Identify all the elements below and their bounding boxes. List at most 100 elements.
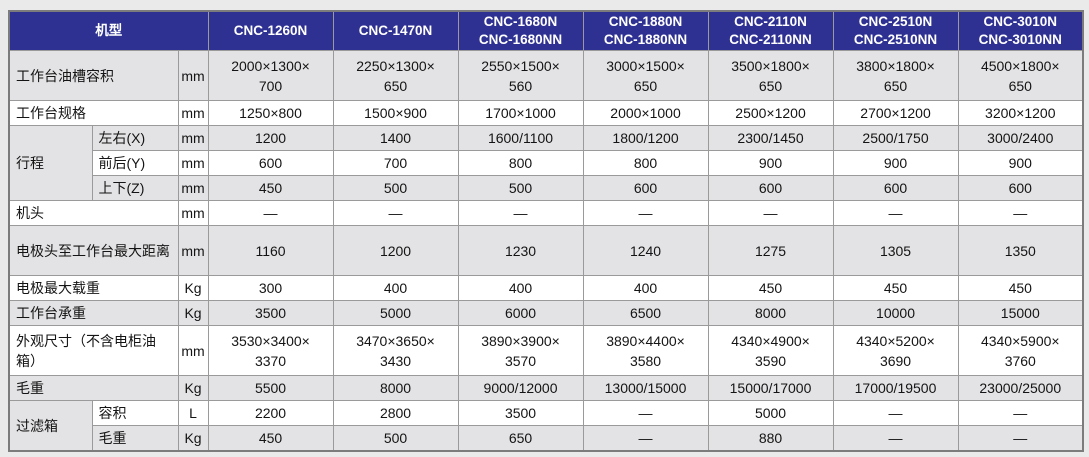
value-cell: 8000 [707,300,834,327]
table-row: 电极头至工作台最大距离 mm 1160 1200 1230 1240 1275 … [8,225,1084,277]
value-cell: 4340×4900× 3590 [707,325,834,377]
table-row: 毛重 Kg 5500 8000 9000/12000 13000/15000 1… [8,375,1084,402]
value-cell: — [832,200,959,227]
model-header-cell: CNC-1880N CNC-1880NN [582,10,709,52]
value-cell: 1600/1100 [457,125,584,152]
value-cell: 880 [707,425,834,452]
table-row: 工作台承重 Kg 3500 5000 6000 6500 8000 10000 … [8,300,1084,327]
value-cell: 6000 [457,300,584,327]
unit-cell: Kg [177,300,209,327]
value-cell: 6500 [582,300,709,327]
value-cell: 700 [332,150,459,177]
value-cell: 900 [707,150,834,177]
table-row: 行程 左右(X) mm 1200 1400 1600/1100 1800/120… [8,125,1084,202]
value-cell: 2300/1450 [707,125,834,152]
unit-cell: mm [177,100,209,127]
row-label: 工作台承重 [8,300,179,327]
value-cell: — [707,200,834,227]
value-cell: 17000/19500 [832,375,959,402]
value-cell: 450 [832,275,959,302]
value-cell: 4340×5900× 3760 [957,325,1084,377]
value-cell: — [582,400,709,427]
value-cell: 1250×800 [207,100,334,127]
value-cell: 2700×1200 [832,100,959,127]
model-header-cell: CNC-3010N CNC-3010NN [957,10,1084,52]
value-cell: 2550×1500× 560 [457,50,584,102]
value-cell: 1305 [832,225,959,277]
value-cell: 5000 [332,300,459,327]
value-cell: 500 [332,175,459,202]
value-cell: 4500×1800× 650 [957,50,1084,102]
cnc-spec-table: 机型 CNC-1260N CNC-1470N CNC-1680N CNC-168… [8,10,1085,452]
value-cell: 650 [457,425,584,452]
unit-cell: mm [177,325,209,377]
value-cell: 2000×1300× 700 [207,50,334,102]
value-cell: 400 [332,275,459,302]
value-cell: 1350 [957,225,1084,277]
value-cell: 400 [457,275,584,302]
value-cell: 23000/25000 [957,375,1084,402]
table-row: 工作台规格 mm 1250×800 1500×900 1700×1000 200… [8,100,1084,127]
value-cell: 8000 [332,375,459,402]
row-label: 工作台规格 [8,100,179,127]
value-cell: — [332,200,459,227]
value-cell: 2500×1200 [707,100,834,127]
table-row: 毛重 Kg 450 500 650 — 880 — — [9,425,1084,452]
value-cell: 1400 [332,125,459,152]
value-cell: 5500 [207,375,334,402]
value-cell: 5000 [707,400,834,427]
table-row: 过滤箱 容积 L 2200 2800 3500 — 5000 — — [8,400,1084,452]
value-cell: — [832,400,959,427]
unit-cell: L [177,400,209,427]
value-cell: 3800×1800× 650 [832,50,959,102]
value-cell: 3500 [457,400,584,427]
row-label: 电极头至工作台最大距离 [8,225,179,277]
value-cell: — [957,425,1084,452]
row-label: 机头 [8,200,179,227]
model-header-cell: CNC-1680N CNC-1680NN [457,10,584,52]
value-cell: 1230 [457,225,584,277]
row-sublabel: 上下(Z) [91,175,179,202]
unit-cell: Kg [177,425,209,452]
value-cell: 1240 [582,225,709,277]
value-cell: 3500×1800× 650 [707,50,834,102]
table-row: 上下(Z) mm 450 500 500 600 600 600 600 [9,175,1084,202]
row-label: 工作台油槽容积 [8,50,179,102]
value-cell: 1200 [207,125,334,152]
value-cell: 500 [332,425,459,452]
value-cell: 3470×3650× 3430 [332,325,459,377]
table-row: 外观尺寸（不含电柜油箱） mm 3530×3400× 3370 3470×365… [8,325,1084,377]
model-header-cell: CNC-2110N CNC-2110NN [707,10,834,52]
unit-cell: mm [177,125,209,152]
unit-cell: mm [177,225,209,277]
value-cell: 300 [207,275,334,302]
model-label-cell: 机型 [8,10,209,52]
unit-cell: mm [177,150,209,177]
value-cell: 3890×3900× 3570 [457,325,584,377]
row-sublabel: 毛重 [91,425,179,452]
value-cell: 600 [582,175,709,202]
value-cell: 3890×4400× 3580 [582,325,709,377]
value-cell: — [957,400,1084,427]
value-cell: 2250×1300× 650 [332,50,459,102]
row-label: 电极最大载重 [8,275,179,302]
value-cell: 900 [957,150,1084,177]
value-cell: — [832,425,959,452]
value-cell: 1275 [707,225,834,277]
value-cell: 3200×1200 [957,100,1084,127]
value-cell: 15000 [957,300,1084,327]
unit-cell: Kg [177,275,209,302]
value-cell: 9000/12000 [457,375,584,402]
value-cell: 600 [207,150,334,177]
value-cell: 2800 [332,400,459,427]
value-cell: 600 [957,175,1084,202]
header-row: 机型 CNC-1260N CNC-1470N CNC-1680N CNC-168… [8,10,1084,52]
value-cell: 2000×1000 [582,100,709,127]
row-label: 毛重 [8,375,179,402]
table-row: 机头 mm — — — — — — — [8,200,1084,227]
value-cell: 1200 [332,225,459,277]
value-cell: 3530×3400× 3370 [207,325,334,377]
value-cell: 15000/17000 [707,375,834,402]
table-row: 电极最大载重 Kg 300 400 400 400 450 450 450 [8,275,1084,302]
value-cell: 10000 [832,300,959,327]
